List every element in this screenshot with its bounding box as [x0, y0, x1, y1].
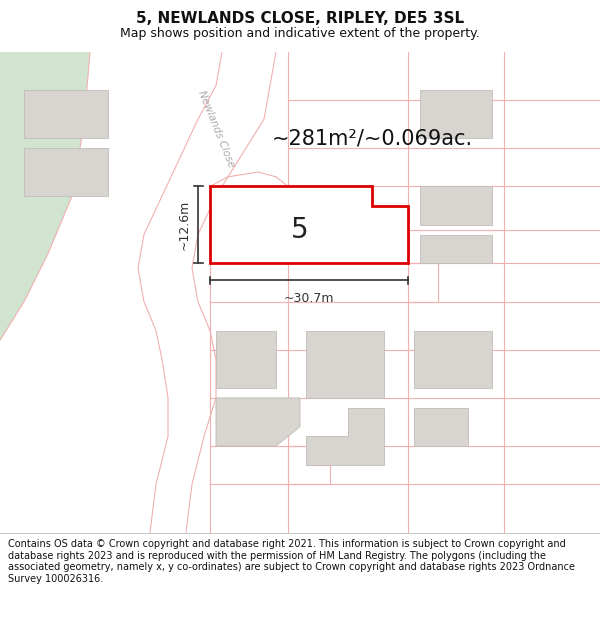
- Polygon shape: [414, 331, 492, 388]
- Polygon shape: [306, 331, 384, 398]
- Text: Newlands Close: Newlands Close: [196, 89, 236, 169]
- Polygon shape: [216, 331, 276, 388]
- Text: 5, NEWLANDS CLOSE, RIPLEY, DE5 3SL: 5, NEWLANDS CLOSE, RIPLEY, DE5 3SL: [136, 11, 464, 26]
- Polygon shape: [420, 234, 492, 263]
- Text: Map shows position and indicative extent of the property.: Map shows position and indicative extent…: [120, 28, 480, 41]
- Polygon shape: [420, 186, 492, 225]
- Text: ~281m²/~0.069ac.: ~281m²/~0.069ac.: [271, 128, 473, 148]
- Polygon shape: [294, 186, 360, 225]
- Text: Contains OS data © Crown copyright and database right 2021. This information is : Contains OS data © Crown copyright and d…: [8, 539, 575, 584]
- Text: ~30.7m: ~30.7m: [284, 292, 334, 305]
- Polygon shape: [138, 52, 276, 532]
- Polygon shape: [0, 52, 90, 340]
- Polygon shape: [216, 398, 300, 446]
- Polygon shape: [414, 408, 468, 446]
- Polygon shape: [306, 408, 384, 465]
- Text: ~12.6m: ~12.6m: [178, 200, 191, 250]
- Polygon shape: [210, 186, 408, 263]
- Text: 5: 5: [291, 216, 309, 244]
- Polygon shape: [420, 91, 492, 138]
- Polygon shape: [24, 148, 108, 196]
- Polygon shape: [24, 91, 108, 138]
